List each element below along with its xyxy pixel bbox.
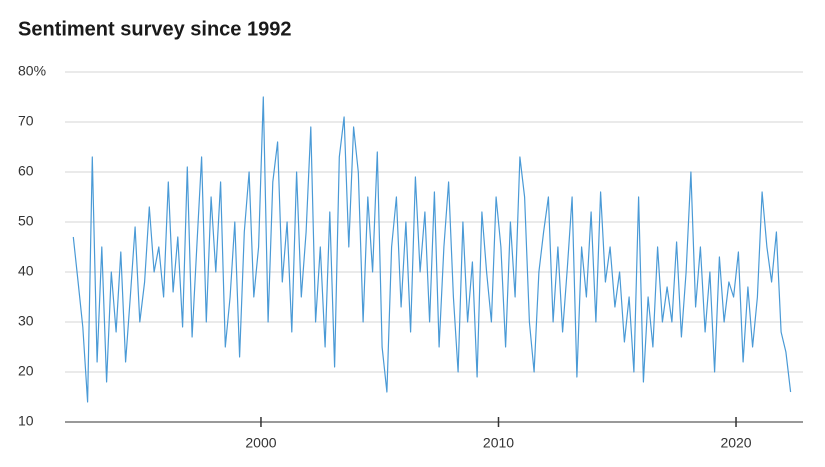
y-tick-label: 30 [18, 313, 34, 329]
data-line [72, 96, 792, 403]
y-tick-label: 50 [18, 213, 34, 229]
x-tick-label: 2010 [483, 435, 514, 451]
chart-title: Sentiment survey since 1992 [18, 18, 291, 40]
y-tick-label: 60 [18, 163, 34, 179]
y-tick-label: 40 [18, 263, 34, 279]
y-tick-label: 10 [18, 413, 34, 429]
y-tick-label: 70 [18, 113, 34, 129]
y-tick-label: 20 [18, 363, 34, 379]
y-tick-label: 80% [18, 63, 46, 79]
x-tick-label: 2000 [245, 435, 276, 451]
x-tick-label: 2020 [720, 435, 751, 451]
